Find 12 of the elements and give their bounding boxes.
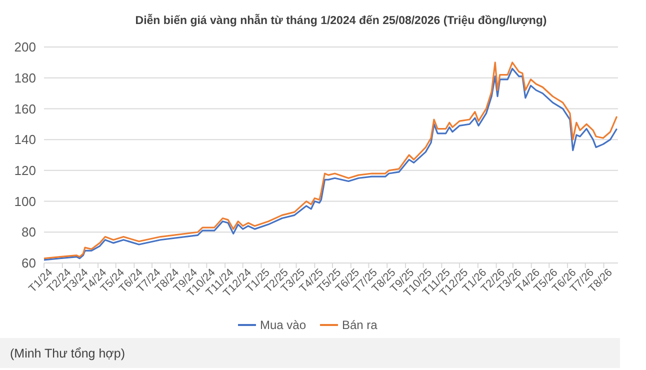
legend-label: Bán ra [342, 318, 378, 332]
y-tick-label: 60 [22, 256, 36, 271]
y-tick-label: 100 [14, 194, 36, 209]
y-tick-label: 140 [14, 132, 36, 148]
legend-label: Mua vào [260, 318, 306, 332]
y-tick-label: 180 [14, 70, 36, 86]
y-tick-label: 80 [22, 224, 36, 240]
chart-title: Diễn biến giá vàng nhẫn từ tháng 1/2024 đến 25/08/2026 (Triệu đồng/lượng) [135, 13, 547, 27]
y-tick-label: 120 [14, 162, 36, 178]
y-tick-label: 160 [14, 101, 36, 116]
text: (Minh Thư tổng hợp) [10, 346, 125, 360]
y-tick-label: 200 [14, 40, 36, 55]
